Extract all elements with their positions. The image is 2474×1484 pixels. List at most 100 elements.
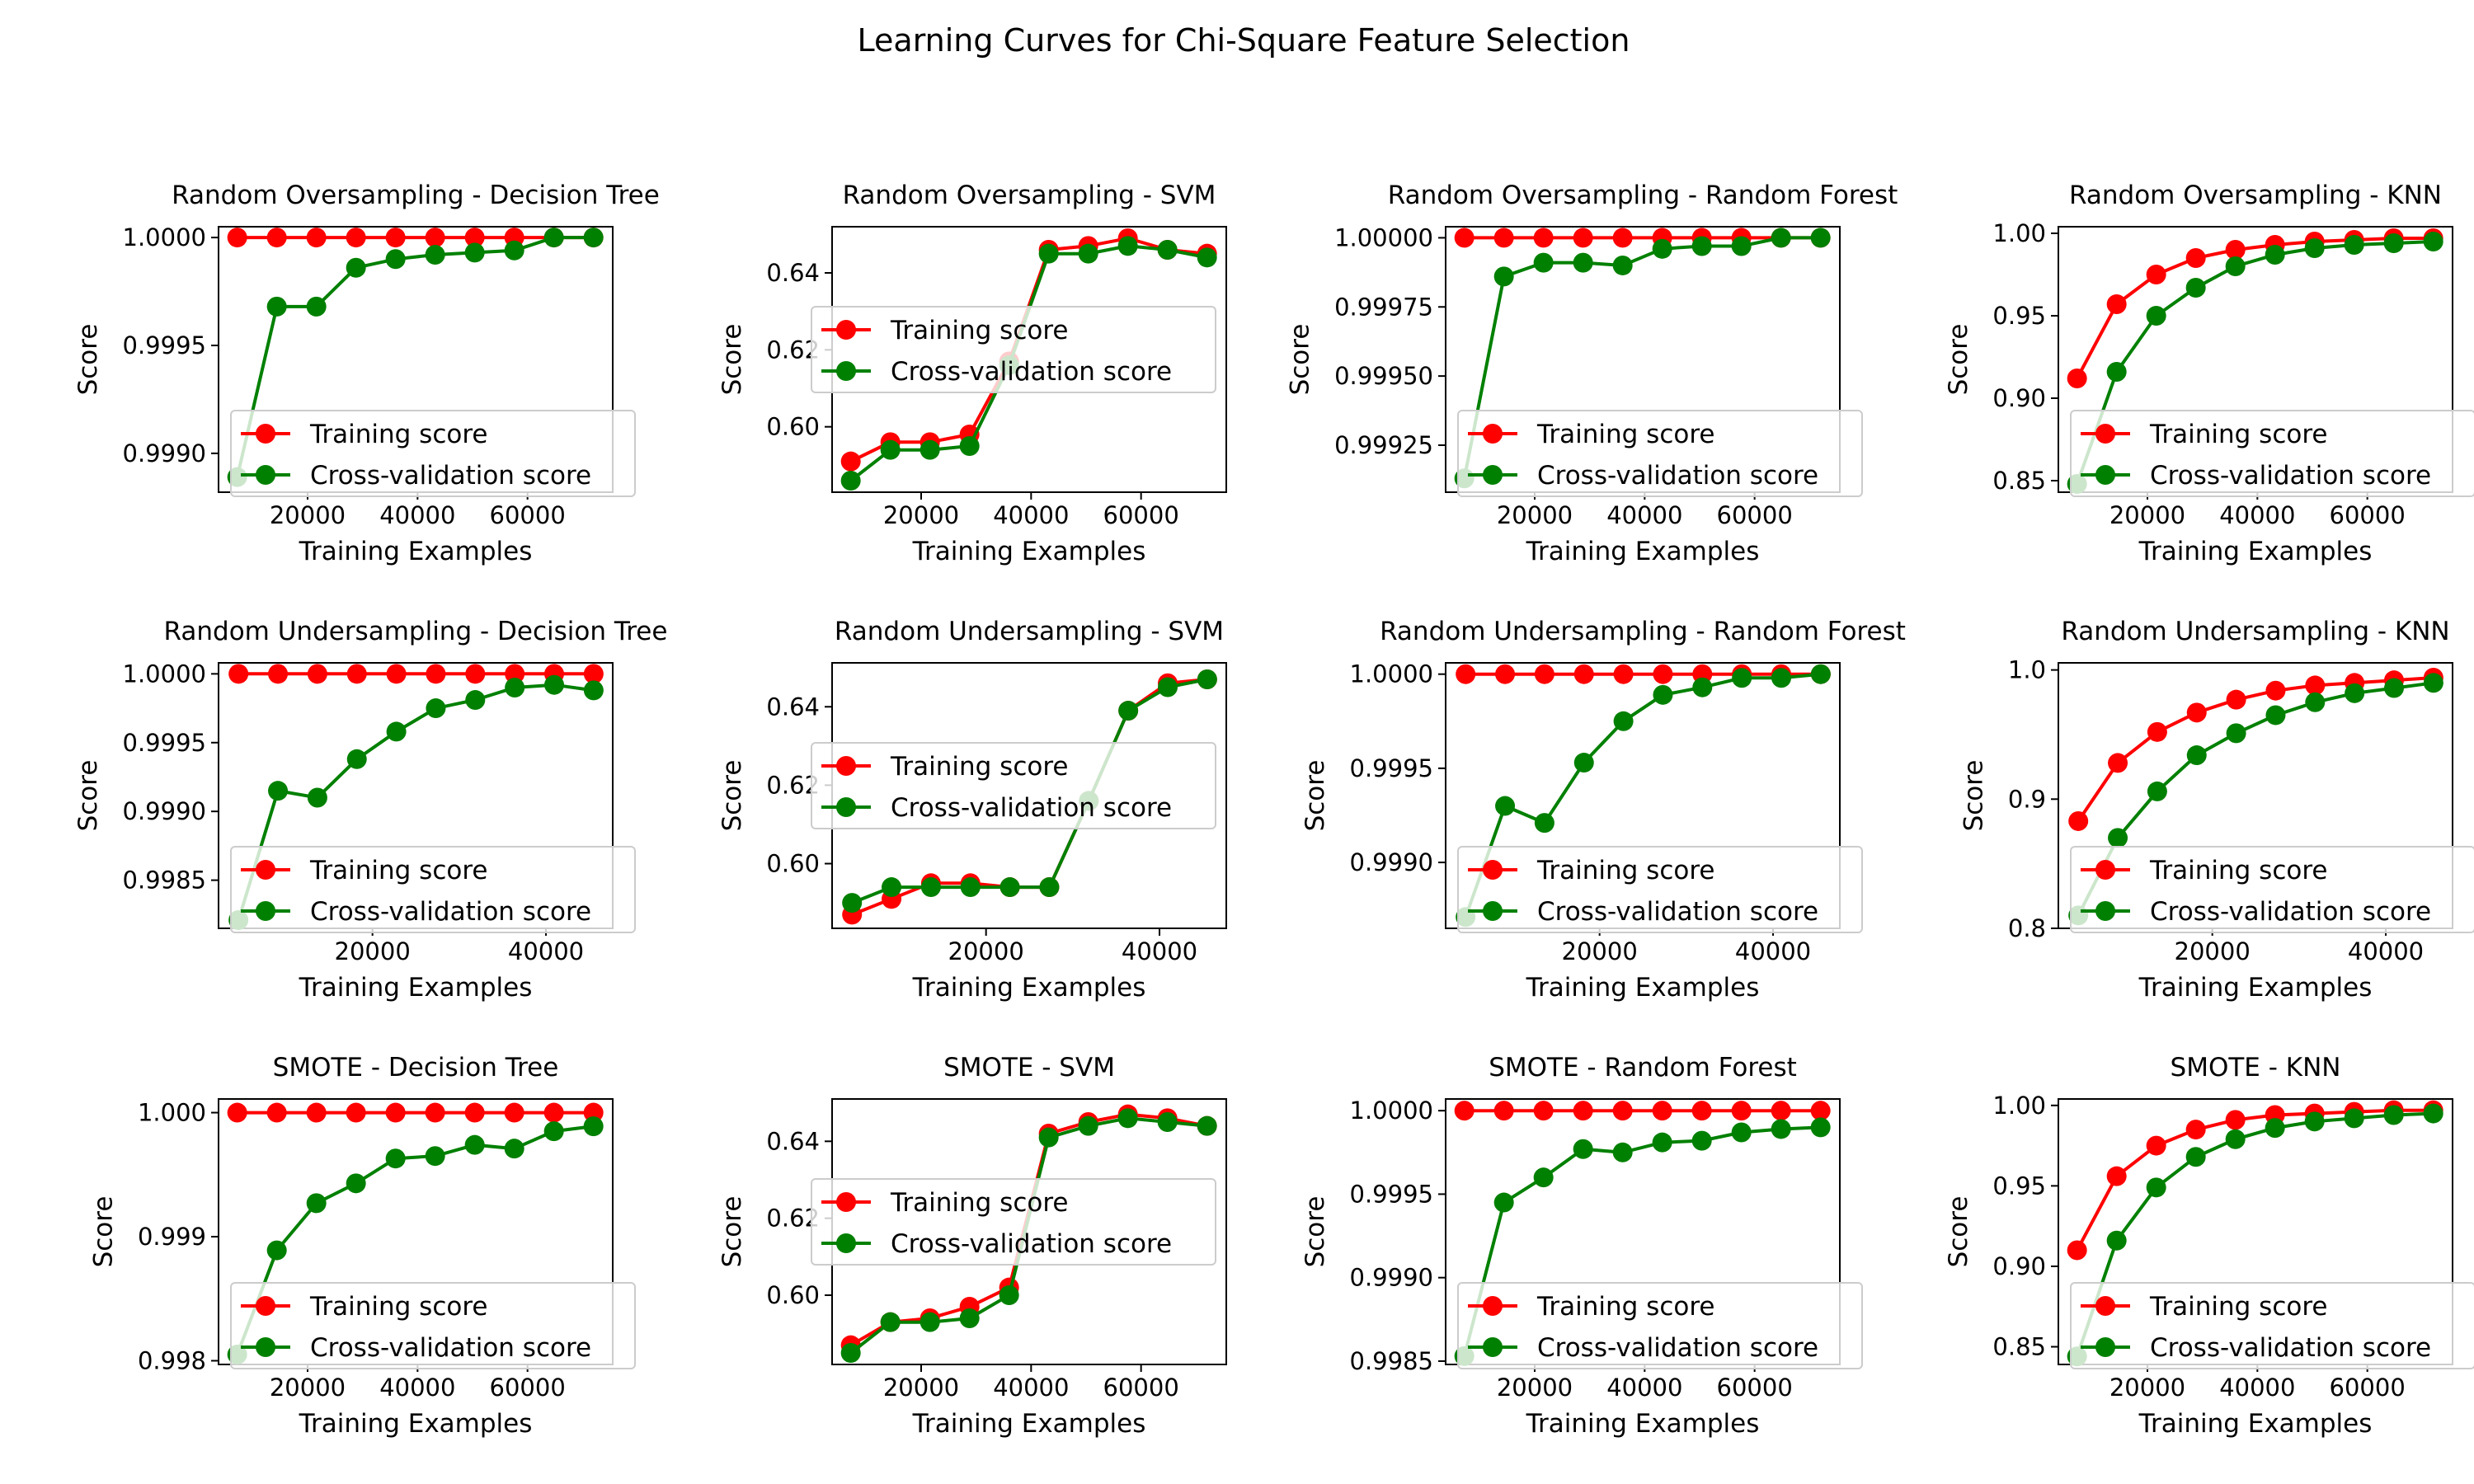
y-tick-label: 0.64 bbox=[766, 1127, 820, 1155]
subplot-title: SMOTE - Decision Tree bbox=[273, 1053, 559, 1082]
cv-score-point bbox=[880, 439, 901, 460]
y-axis-label: Score bbox=[89, 1196, 119, 1268]
legend-marker bbox=[1483, 1337, 1503, 1357]
y-tick-label: 0.9985 bbox=[123, 866, 206, 895]
y-tick-label: 0.9995 bbox=[1350, 1180, 1433, 1208]
x-tick-label: 40000 bbox=[993, 1374, 1069, 1402]
subplot-title: SMOTE - SVM bbox=[943, 1053, 1115, 1082]
figure-title: Learning Curves for Chi-Square Feature S… bbox=[858, 22, 1630, 59]
x-tick-label: 20000 bbox=[335, 937, 411, 965]
y-tick-label: 0.8 bbox=[2008, 914, 2046, 942]
training-score-point bbox=[1810, 1101, 1831, 1121]
cv-score-point bbox=[2383, 1105, 2404, 1125]
x-tick-label: 40000 bbox=[1606, 1374, 1682, 1402]
legend-label: Cross-validation score bbox=[310, 461, 591, 491]
legend-frame bbox=[230, 846, 636, 933]
cv-score-point bbox=[504, 1139, 524, 1159]
legend-frame bbox=[1457, 1282, 1863, 1369]
subplot-title: Random Oversampling - Random Forest bbox=[1388, 181, 1898, 210]
x-axis-label: Training Examples bbox=[1526, 973, 1760, 1003]
legend-label: Cross-validation score bbox=[891, 793, 1172, 823]
subplot-6: Random Undersampling - SVM 20000 40000 0.60… bbox=[717, 617, 1227, 1003]
cv-score-point bbox=[1157, 1112, 1178, 1132]
cv-score-point bbox=[266, 1240, 287, 1261]
subplot-title: Random Undersampling - Random Forest bbox=[1380, 617, 1906, 646]
cv-score-point bbox=[1810, 664, 1831, 684]
legend-frame bbox=[811, 306, 1216, 393]
training-score-point bbox=[1495, 664, 1516, 684]
cv-score-point bbox=[1613, 711, 1634, 731]
x-tick-label: 40000 bbox=[379, 501, 455, 529]
x-tick-label: 40000 bbox=[2219, 1374, 2295, 1402]
training-score-point bbox=[2226, 689, 2246, 710]
cv-score-line bbox=[235, 1125, 594, 1355]
y-axis-label: Score bbox=[1286, 324, 1315, 396]
cv-score-point bbox=[2226, 723, 2246, 744]
training-score-point bbox=[307, 664, 327, 684]
legend: Training score Cross-validation score bbox=[2070, 846, 2474, 933]
y-tick-label: 0.9 bbox=[2008, 785, 2046, 813]
training-score-point bbox=[2108, 753, 2128, 773]
cv-score-point bbox=[1691, 1130, 1712, 1151]
cv-score-point bbox=[1197, 247, 1217, 268]
cv-score-point bbox=[2304, 238, 2325, 258]
legend-label: Training score bbox=[2149, 1292, 2327, 1322]
legend-label: Training score bbox=[2149, 856, 2327, 885]
cv-score-point bbox=[1197, 1115, 1217, 1136]
x-tick-label: 20000 bbox=[1562, 937, 1638, 965]
cv-score-point bbox=[959, 436, 980, 456]
legend: Training score Cross-validation score bbox=[230, 1282, 636, 1369]
training-score-point bbox=[346, 228, 366, 248]
y-tick-label: 1.0000 bbox=[1350, 1097, 1433, 1125]
training-score-point bbox=[1493, 1101, 1514, 1121]
cv-score-point bbox=[1534, 813, 1554, 834]
y-axis-label: Score bbox=[1300, 760, 1330, 832]
legend-frame bbox=[2070, 1282, 2474, 1369]
legend: Training score Cross-validation score bbox=[1457, 846, 1863, 933]
cv-score-point bbox=[1118, 701, 1139, 721]
cv-score-point bbox=[1117, 236, 1138, 256]
training-score-line bbox=[2075, 237, 2434, 379]
cv-score-point bbox=[504, 240, 524, 261]
legend-marker bbox=[256, 465, 275, 485]
cv-score-point bbox=[999, 877, 1020, 898]
plot-area bbox=[228, 664, 604, 930]
x-tick-label: 60000 bbox=[1103, 1374, 1179, 1402]
subplot-title: Random Oversampling - KNN bbox=[2069, 181, 2442, 210]
cv-score-point bbox=[346, 257, 366, 278]
y-tick-label: 0.999 bbox=[138, 1223, 206, 1251]
cv-score-point bbox=[425, 245, 445, 265]
subplot-title: Random Oversampling - SVM bbox=[843, 181, 1216, 210]
y-tick-label: 0.998 bbox=[138, 1346, 206, 1374]
cv-score-point bbox=[2225, 256, 2246, 276]
cv-score-point bbox=[960, 877, 981, 898]
cv-score-point bbox=[583, 1116, 604, 1137]
subplot-title: SMOTE - KNN bbox=[2171, 1053, 2341, 1082]
legend-label: Cross-validation score bbox=[310, 897, 591, 927]
training-score-point bbox=[346, 1102, 366, 1123]
cv-score-point bbox=[1652, 1132, 1672, 1153]
legend-marker bbox=[1483, 465, 1503, 485]
y-axis-label: Score bbox=[73, 760, 103, 832]
training-score-point bbox=[306, 1102, 327, 1123]
training-score-point bbox=[2106, 294, 2127, 314]
cv-score-point bbox=[1573, 252, 1593, 273]
y-tick-label: 0.99975 bbox=[1334, 293, 1433, 321]
x-tick-label: 60000 bbox=[1103, 501, 1179, 529]
cv-score-point bbox=[386, 721, 407, 742]
cv-score-point bbox=[1038, 1127, 1059, 1148]
cv-score-point bbox=[920, 1312, 940, 1332]
y-axis-label: Score bbox=[1944, 1196, 1973, 1268]
cv-score-point bbox=[385, 249, 406, 270]
cv-score-point bbox=[842, 893, 863, 913]
y-axis-label: Score bbox=[717, 760, 747, 832]
training-score-line bbox=[2077, 676, 2434, 823]
cv-score-line bbox=[1462, 1125, 1821, 1357]
training-score-point bbox=[1573, 1101, 1593, 1121]
y-axis-label: Score bbox=[1959, 760, 1989, 832]
training-score-point bbox=[2068, 810, 2089, 831]
training-score-point bbox=[2185, 248, 2206, 268]
x-axis-label: Training Examples bbox=[2138, 973, 2373, 1003]
cv-score-point bbox=[1039, 877, 1060, 898]
y-tick-label: 0.95 bbox=[1992, 302, 2046, 330]
